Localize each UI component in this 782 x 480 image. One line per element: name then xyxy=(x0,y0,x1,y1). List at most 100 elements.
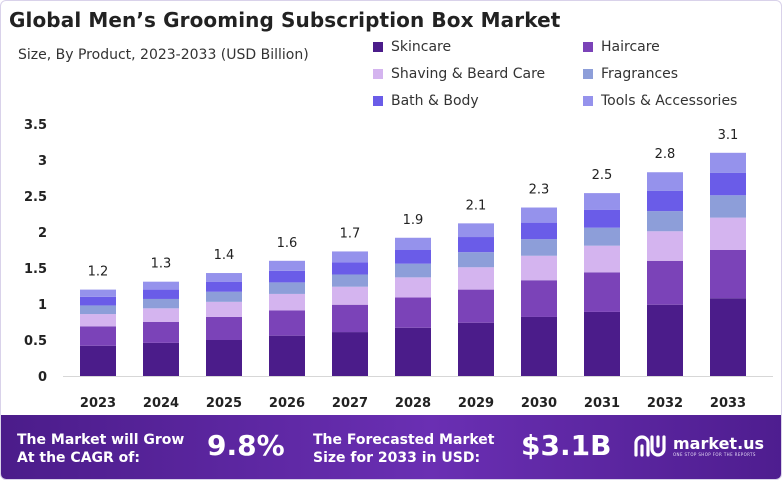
bar-segment xyxy=(458,267,494,290)
bar-segment xyxy=(143,322,179,343)
bar-segment xyxy=(458,252,494,268)
cagr-value: 9.8% xyxy=(207,429,285,462)
bar-segment xyxy=(395,297,431,328)
bar-segment xyxy=(710,172,746,196)
bar-segment xyxy=(143,281,179,290)
stacked-bar-chart: 0 0.5 1 1.5 2 2.5 3 3.5 1.2 2023 1.3 2024 1.4 2025 1.6… xyxy=(24,118,773,411)
legend-label: Tools & Accessories xyxy=(601,93,738,109)
bar-segment xyxy=(80,326,116,346)
bar-segment xyxy=(332,286,368,305)
y-tick-label: 0 xyxy=(38,370,47,385)
total-data-label: 1.9 xyxy=(403,213,424,228)
cagr-label-line1: The Market will Grow xyxy=(17,432,185,448)
bar-segment xyxy=(458,322,494,376)
bar-segment xyxy=(332,304,368,333)
bar-segment xyxy=(647,172,683,191)
bar-segment xyxy=(710,250,746,299)
brand-logo: market.us ONE STOP SHOP FOR THE REPORTS xyxy=(633,433,764,459)
bar-segment xyxy=(584,193,620,210)
bar-segment xyxy=(269,310,305,336)
forecast-label-line2: Size for 2033 in USD: xyxy=(313,450,481,466)
bar-segment xyxy=(710,195,746,218)
bar-segment xyxy=(80,289,116,297)
bar-segment xyxy=(395,277,431,298)
bar-segment xyxy=(521,207,557,223)
x-tick-label: 2027 xyxy=(332,396,368,411)
cagr-label: The Market will Grow At the CAGR of: xyxy=(17,431,184,467)
bar-segment xyxy=(143,298,179,309)
legend-swatch xyxy=(583,96,593,106)
bar-segment xyxy=(395,263,431,278)
bar-segment xyxy=(458,237,494,253)
legend-item: Fragrances xyxy=(583,66,678,82)
bar-segment xyxy=(80,345,116,376)
legend-item: Bath & Body xyxy=(373,93,479,109)
bar-segment xyxy=(269,335,305,376)
legend-item: Haircare xyxy=(583,39,660,55)
forecast-value: $3.1B xyxy=(521,429,612,462)
bar-segment xyxy=(521,222,557,240)
bar-segment xyxy=(647,190,683,212)
bar-segment xyxy=(584,272,620,312)
bar-segment xyxy=(269,282,305,294)
bar-segment xyxy=(206,273,242,282)
total-data-label: 2.8 xyxy=(655,147,676,162)
bar-segment xyxy=(584,245,620,273)
legend: Skincare Haircare Shaving & Beard Care Frag… xyxy=(373,39,773,119)
legend-swatch xyxy=(373,69,383,79)
legend-label: Fragrances xyxy=(601,66,679,82)
bar-segment xyxy=(521,316,557,376)
bar-segment xyxy=(710,152,746,173)
bar-segment xyxy=(269,293,305,311)
bar-segment xyxy=(206,316,242,340)
total-data-label: 3.1 xyxy=(718,128,739,143)
bar-segment xyxy=(584,209,620,228)
bar-segment xyxy=(80,305,116,315)
cagr-label-line2: At the CAGR of: xyxy=(17,450,140,466)
total-data-label: 2.3 xyxy=(529,183,550,198)
bar-segment xyxy=(521,280,557,317)
legend-item: Skincare xyxy=(373,39,451,55)
total-data-label: 1.7 xyxy=(340,226,361,241)
chart-title: Global Men’s Grooming Subscription Box M… xyxy=(9,8,561,32)
bar-segment xyxy=(143,289,179,299)
y-tick-label: 3.5 xyxy=(24,118,47,133)
bar-segment xyxy=(584,311,620,376)
legend-swatch xyxy=(373,42,383,52)
legend-item: Tools & Accessories xyxy=(583,93,737,109)
legend-label: Bath & Body xyxy=(391,93,479,109)
legend-swatch xyxy=(373,96,383,106)
bar-segment xyxy=(710,298,746,376)
chart-subtitle: Size, By Product, 2023-2033 (USD Billion… xyxy=(18,47,309,63)
forecast-label-line1: The Forecasted Market xyxy=(313,432,495,448)
x-tick-label: 2029 xyxy=(458,396,494,411)
bar-segment xyxy=(395,250,431,264)
bar-segment xyxy=(206,281,242,292)
total-data-label: 1.6 xyxy=(277,236,298,251)
legend-label: Haircare xyxy=(601,39,660,55)
bar-segment xyxy=(647,231,683,261)
x-tick-label: 2023 xyxy=(80,396,116,411)
y-tick-label: 1.5 xyxy=(24,262,47,277)
forecast-label: The Forecasted Market Size for 2033 in U… xyxy=(313,431,494,467)
total-data-label: 1.4 xyxy=(214,248,235,263)
bar-segment xyxy=(143,342,179,376)
y-tick-label: 0.5 xyxy=(24,334,47,349)
legend-label: Shaving & Beard Care xyxy=(391,66,546,82)
x-tick-label: 2033 xyxy=(710,396,746,411)
legend-swatch xyxy=(583,42,593,52)
y-tick-label: 2.5 xyxy=(24,190,47,205)
bar-segment xyxy=(332,274,368,287)
bar-segment xyxy=(80,296,116,306)
bar-segment xyxy=(458,223,494,238)
x-tick-label: 2025 xyxy=(206,396,242,411)
total-data-label: 1.2 xyxy=(88,265,109,280)
x-tick-label: 2028 xyxy=(395,396,431,411)
footer-banner: The Market will Grow At the CAGR of: 9.8… xyxy=(1,415,781,479)
legend-label: Skincare xyxy=(391,39,452,55)
x-tick-label: 2032 xyxy=(647,396,683,411)
bar-segment xyxy=(332,262,368,275)
bar-segment xyxy=(143,308,179,322)
brand-tagline: ONE STOP SHOP FOR THE REPORTS xyxy=(673,451,756,457)
